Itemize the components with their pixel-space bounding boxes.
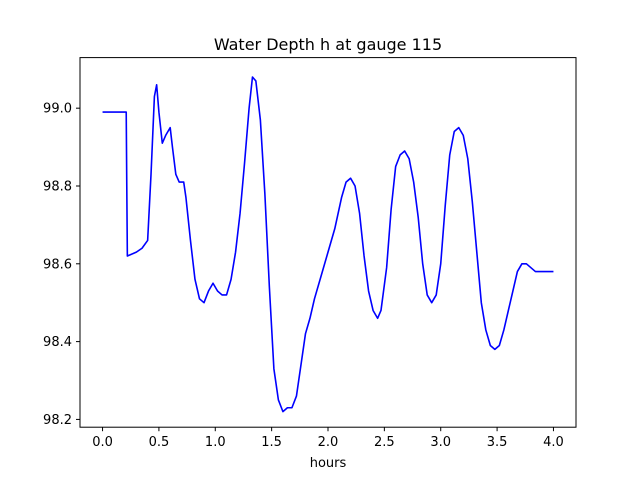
y-axis: 98.2 98.4 98.6 98.8 99.0 <box>43 102 80 428</box>
x-tick-label: 4.0 <box>543 435 564 450</box>
y-tick-label: 98.2 <box>43 413 72 428</box>
x-tick-label: 3.5 <box>487 435 508 450</box>
chart-title: Water Depth h at gauge 115 <box>214 35 442 54</box>
x-tick-label: 1.0 <box>205 435 226 450</box>
y-tick-label: 98.4 <box>43 335 72 350</box>
x-tick-label: 1.5 <box>261 435 282 450</box>
y-tick-label: 98.6 <box>43 257 72 272</box>
x-tick-label: 2.0 <box>318 435 339 450</box>
plot-area <box>102 76 554 413</box>
x-tick-label: 2.5 <box>374 435 395 450</box>
y-tick-label: 99.0 <box>43 102 72 117</box>
x-axis: 0.0 0.5 1.0 1.5 2.0 2.5 3.0 3.5 4.0 <box>92 427 564 450</box>
x-tick-label: 0.0 <box>92 435 113 450</box>
y-tick-label: 98.8 <box>43 179 72 194</box>
x-tick-label: 3.0 <box>430 435 451 450</box>
x-axis-label: hours <box>310 456 347 471</box>
series-line-0 <box>102 76 554 413</box>
x-tick-label: 0.5 <box>149 435 170 450</box>
